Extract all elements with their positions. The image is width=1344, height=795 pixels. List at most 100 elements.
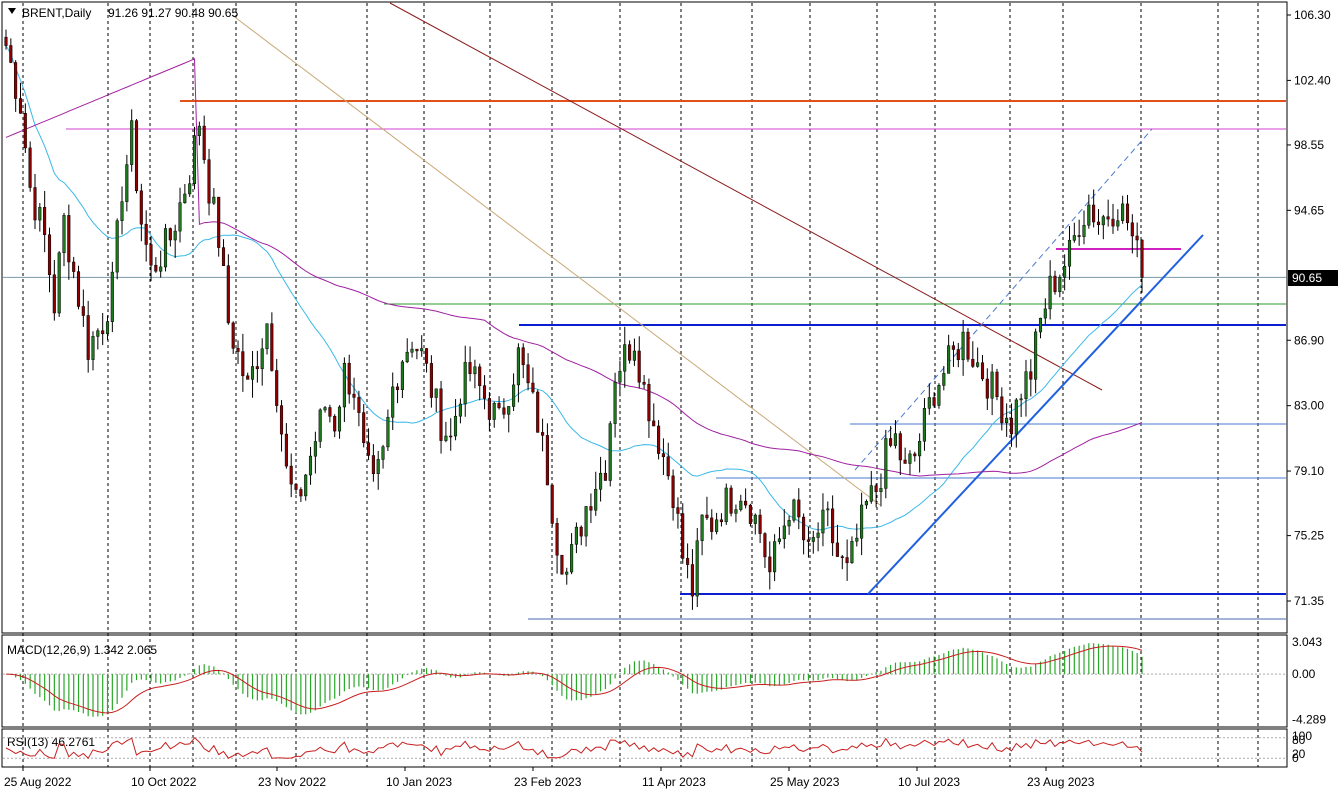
candle-down: [985, 378, 989, 399]
candle-down: [284, 433, 288, 467]
price-tick-label: 106.30: [1294, 8, 1331, 22]
candle-up: [192, 135, 197, 184]
candle-down: [23, 113, 27, 149]
candle-down: [579, 526, 583, 537]
candle-down: [236, 348, 240, 352]
candle-up: [753, 514, 757, 524]
candle-down: [294, 483, 298, 490]
candle-up: [884, 438, 888, 489]
candle-up: [599, 472, 603, 490]
rsi-tick-label: 0: [1292, 751, 1299, 765]
candle-up: [1005, 417, 1009, 424]
candle-up: [927, 397, 931, 409]
candle-down: [9, 45, 13, 63]
candle-down: [690, 564, 694, 597]
candle-down: [531, 382, 535, 393]
candle-up: [400, 361, 404, 390]
trend-tan: [231, 14, 881, 506]
candle-up: [453, 415, 458, 437]
candle-down: [1009, 417, 1014, 435]
candle-up: [1014, 399, 1018, 435]
rsi-line: [5, 737, 1143, 760]
candle-up: [386, 417, 390, 448]
candle-up: [787, 520, 791, 527]
candle-up: [130, 120, 134, 165]
price-tick-label: 86.90: [1294, 333, 1324, 347]
candle-up: [342, 362, 346, 408]
candle-up: [38, 207, 42, 221]
candle-up: [91, 336, 95, 360]
candle-down: [971, 358, 975, 367]
candle-up: [792, 499, 796, 521]
candle-up: [173, 230, 177, 241]
candle-up: [1038, 317, 1043, 333]
candle-down: [270, 323, 274, 371]
candle-down: [831, 508, 835, 544]
candle-down: [536, 391, 540, 433]
current-price-label: 90.65: [1292, 271, 1322, 285]
candle-down: [76, 271, 81, 307]
candle-down: [275, 370, 279, 406]
candle-down: [1111, 218, 1115, 227]
candle-down: [744, 500, 748, 506]
candle-down: [1130, 222, 1134, 237]
candle-up: [420, 348, 424, 352]
candle-up: [304, 474, 308, 497]
candles: [4, 29, 1144, 610]
candle-down: [357, 397, 361, 413]
candle-up: [1063, 265, 1067, 278]
macd-pane: MACD(12,26,9) 1.342 2.065 3.043 0.00 -4.28…: [3, 635, 1326, 727]
candle-down: [154, 264, 158, 272]
candle-up: [570, 544, 574, 573]
candle-down: [1000, 396, 1004, 424]
candle-down: [366, 442, 371, 456]
candle-up: [739, 500, 743, 510]
candle-down: [550, 484, 554, 524]
date-label: 10 Jan 2023: [386, 775, 452, 789]
price-tick-label: 71.35: [1294, 594, 1324, 608]
candle-down: [395, 386, 400, 390]
candle-down: [246, 375, 250, 380]
horizontal-levels: [3, 100, 1286, 620]
macd-label: MACD(12,26,9) 1.342 2.065: [7, 643, 157, 657]
candle-down: [101, 330, 105, 335]
candle-down: [33, 187, 37, 221]
candle-down: [72, 261, 76, 272]
candle-down: [705, 514, 709, 519]
candle-up: [125, 164, 129, 202]
macd-tick-label: 0.00: [1292, 667, 1316, 681]
symbol-timeframe: BRENT,Daily: [22, 6, 91, 20]
date-label: 11 Apr 2023: [642, 775, 706, 789]
price-tick-label: 94.65: [1294, 203, 1324, 217]
dropdown-triangle-icon[interactable]: [8, 8, 16, 14]
candle-up: [860, 504, 864, 539]
candle-down: [719, 519, 723, 523]
candle-down: [898, 433, 902, 461]
candle-up: [826, 508, 830, 511]
candle-up: [188, 183, 192, 195]
chart-header: BRENT,Daily 91.26 91.27 90.48 90.65: [8, 6, 238, 20]
candle-down: [449, 435, 453, 438]
candle-up: [410, 348, 414, 353]
candle-up: [942, 373, 946, 386]
candle-up: [1101, 216, 1105, 226]
candle-up: [105, 321, 110, 335]
price-tick-label: 98.55: [1294, 138, 1324, 152]
candle-up: [864, 501, 868, 506]
rsi-pane-frame: [1, 728, 1288, 768]
candle-up: [163, 228, 168, 268]
candle-down: [1029, 371, 1033, 380]
candle-up: [265, 323, 269, 350]
candle-up: [197, 125, 201, 136]
candle-down: [352, 393, 356, 398]
candle-up: [918, 441, 922, 457]
candle-up: [337, 406, 342, 432]
candle-up: [183, 193, 187, 204]
candle-up: [313, 441, 317, 457]
candle-down: [202, 125, 206, 160]
candle-down: [806, 539, 810, 542]
candle-down: [144, 223, 148, 245]
candle-down: [43, 207, 47, 235]
candle-down: [676, 507, 680, 514]
